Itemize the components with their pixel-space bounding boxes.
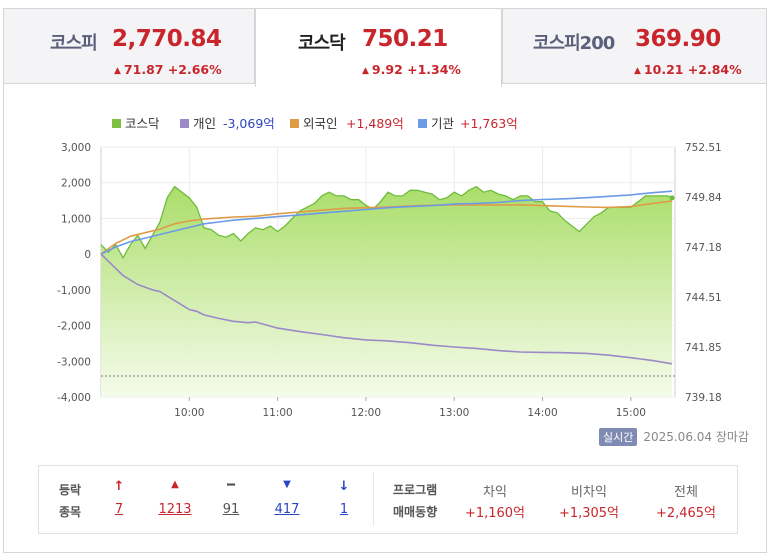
up-triangle-icon: ▲: [114, 66, 121, 76]
y-right-tick-label: 747.18: [685, 242, 722, 254]
chart-plot-area: [100, 185, 675, 397]
legend-institution-value: +1,763억: [460, 116, 518, 131]
y-left-tick-label: 3,000: [61, 142, 91, 154]
y-left-tick-label: 2,000: [61, 178, 91, 190]
legend-individual-label: 개인: [193, 116, 216, 131]
unchanged-icon: ━: [227, 478, 235, 493]
tab-kospi200-change: ▲ 10.21 +2.84%: [634, 62, 742, 77]
kosdaq-end-point: [669, 195, 675, 201]
arbitrage-label: 차익: [483, 485, 507, 500]
tab-kospi[interactable]: 코스피 2,770.84 ▲ 71.87 +2.66%: [3, 8, 255, 84]
x-tick-label: 10:00: [174, 407, 204, 419]
total-value: +2,465억: [655, 506, 717, 521]
tab-kosdaq-change-text: 9.92 +1.34%: [371, 62, 461, 77]
x-tick-label: 11:00: [262, 407, 292, 419]
upper-limit-icon: ↑: [113, 479, 125, 494]
y-right-tick-label: 741.85: [685, 342, 722, 354]
kosdaq-line: [100, 185, 673, 260]
x-tick-label: 14:00: [527, 407, 557, 419]
legend-institution-label: 기관: [431, 116, 455, 131]
stats-row2-label: 종목: [59, 505, 82, 519]
chart-legend: 코스닥 개인 -3,069억 외국인 +1,489억 기관 +1,763억: [112, 116, 518, 131]
unchanged-count[interactable]: 91: [222, 502, 240, 517]
rise-count[interactable]: 1213: [158, 502, 192, 517]
rise-icon: ▲: [171, 479, 179, 490]
fall-count[interactable]: 417: [274, 502, 300, 517]
tab-kosdaq-change: ▲ 9.92 +1.34%: [362, 62, 461, 77]
legend-institution-swatch: [418, 119, 427, 128]
tab-kosdaq-price: 750.21: [362, 26, 448, 52]
y-left-tick-label: -1,000: [57, 285, 91, 297]
legend-individual-value: -3,069억: [223, 116, 275, 131]
total-label: 전체: [674, 485, 698, 500]
y-left-tick-label: -3,000: [57, 356, 91, 368]
tab-kosdaq-name: 코스닥: [298, 33, 346, 54]
legend-kosdaq-swatch: [112, 119, 121, 128]
x-tick-label: 12:00: [351, 407, 381, 419]
y-right-tick-label: 752.51: [685, 142, 722, 154]
tab-kospi200-change-text: 10.21 +2.84%: [643, 62, 742, 77]
fall-icon: ▼: [283, 479, 291, 490]
market-stats-panel: 등락 종목 ↑ 7 ▲ 1213 ━ 91 ▼ 417 ↓ 1 프로그램 매매동…: [38, 465, 738, 534]
legend-individual-swatch: [180, 119, 189, 128]
tab-kospi200-price: 369.90: [635, 26, 721, 52]
up-triangle-icon: ▲: [362, 66, 369, 76]
index-tabs: 코스피 2,770.84 ▲ 71.87 +2.66% 코스닥 750.21 ▲ 9…: [3, 8, 767, 87]
y-left-tick-label: -4,000: [57, 392, 91, 404]
tab-kospi-change: ▲ 71.87 +2.66%: [114, 62, 222, 77]
tab-kospi200[interactable]: 코스피200 369.90 ▲ 10.21 +2.84%: [502, 8, 767, 84]
legend-foreign-value: +1,489억: [346, 116, 404, 131]
legend-foreign-swatch: [290, 119, 299, 128]
chart-footer: 실시간 2025.06.04 장마감: [598, 428, 749, 446]
y-left-tick-label: 0: [84, 249, 91, 261]
y-left-tick-label: 1,000: [61, 213, 91, 225]
non-arbitrage-label: 비차익: [571, 485, 607, 500]
individual-line: [100, 253, 673, 365]
arbitrage-value: +1,160억: [464, 506, 526, 521]
footer-date: 2025.06.04: [643, 430, 713, 444]
program-label-1: 프로그램: [393, 483, 438, 497]
legend-foreign-label: 외국인: [303, 116, 338, 131]
kosdaq-area: [101, 186, 673, 397]
y-left-tick-label: -2,000: [57, 321, 91, 333]
tab-kosdaq[interactable]: 코스닥 750.21 ▲ 9.92 +1.34%: [255, 8, 502, 87]
stats-divider: [373, 472, 374, 526]
tab-kospi200-name: 코스피200: [533, 33, 615, 54]
footer-status: 장마감: [715, 430, 749, 444]
x-tick-label: 13:00: [439, 407, 469, 419]
non-arbitrage-value: +1,305억: [558, 506, 620, 521]
x-tick-label: 15:00: [616, 407, 646, 419]
y-right-tick-label: 739.18: [685, 392, 722, 404]
tab-kospi-name: 코스피: [50, 33, 98, 54]
stats-row1-label: 등락: [59, 483, 82, 497]
chart-axes: 3,000 2,000 1,000 0 -1,000 -2,000 -3,000 -4,000…: [57, 142, 722, 419]
y-right-tick-label: 744.51: [685, 292, 722, 304]
program-label-2: 매매동향: [393, 505, 438, 519]
lower-limit-icon: ↓: [338, 479, 350, 494]
institution-line: [100, 190, 673, 255]
upper-limit-count[interactable]: 7: [114, 502, 124, 517]
tab-kospi-price: 2,770.84: [112, 26, 222, 52]
lower-limit-count[interactable]: 1: [339, 502, 349, 517]
live-badge[interactable]: 실시간: [598, 428, 638, 446]
tab-kospi-change-text: 71.87 +2.66%: [123, 62, 222, 77]
legend-kosdaq-label: 코스닥: [125, 116, 160, 131]
y-right-tick-label: 749.84: [685, 192, 722, 204]
up-triangle-icon: ▲: [634, 66, 641, 76]
foreign-line: [100, 200, 673, 255]
